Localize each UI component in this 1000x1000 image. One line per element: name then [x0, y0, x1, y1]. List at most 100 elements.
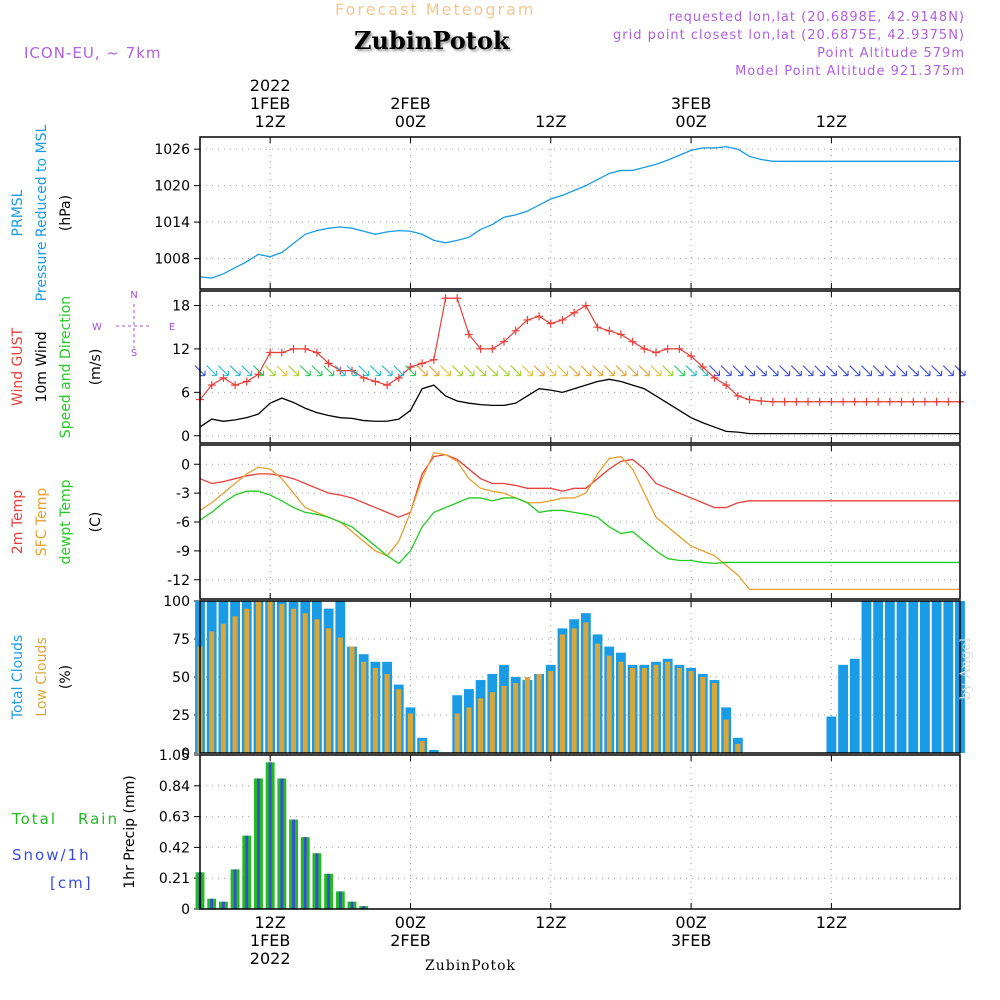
y-tick-label: -6 — [176, 515, 190, 531]
wind-direction-arrow — [206, 365, 218, 377]
wind-direction-arrow — [311, 365, 323, 377]
wind-direction-arrow — [615, 365, 627, 377]
y-axis-label: 2m Temp — [10, 490, 26, 554]
gust-marker — [242, 377, 251, 386]
gust-marker — [909, 397, 918, 406]
wind-direction-arrow — [837, 365, 849, 377]
wind-direction-arrow — [369, 365, 381, 377]
low-cloud-bar — [419, 740, 425, 753]
snow-bar — [362, 906, 366, 909]
snow-bar — [210, 898, 214, 909]
gust-marker — [827, 397, 836, 406]
wind-direction-arrow — [720, 365, 732, 377]
snow-bar — [257, 778, 260, 909]
y-tick-label: 1014 — [154, 215, 190, 231]
compass-rose: N S E W — [92, 290, 175, 359]
y-axis-label: (m/s) — [88, 349, 104, 386]
y-tick-label: 1008 — [154, 252, 190, 268]
closest-coords: grid point closest lon,lat (20.6875E, 42… — [613, 28, 965, 43]
gust-marker — [768, 397, 777, 406]
gust-marker — [745, 395, 754, 404]
gust-marker — [628, 337, 637, 346]
compass-east: E — [169, 322, 175, 333]
wind-direction-arrow — [276, 365, 288, 377]
wind-direction-arrow — [416, 365, 428, 377]
gust-marker — [581, 301, 590, 310]
low-cloud-bar — [478, 698, 484, 753]
low-cloud-bar — [641, 667, 647, 753]
wind-direction-arrow — [907, 365, 919, 377]
wind-direction-arrow — [405, 365, 417, 377]
total-cloud-bar — [873, 601, 884, 753]
y-tick-label: 0 — [181, 746, 190, 762]
compass-south: S — [131, 348, 137, 359]
wind-direction-arrow — [662, 365, 674, 377]
y-tick-label: 1020 — [154, 179, 190, 195]
y-tick-label: 0.42 — [159, 840, 190, 856]
wind-direction-arrow — [498, 365, 510, 377]
wind-direction-arrow — [755, 365, 767, 377]
snow-bar — [221, 901, 225, 909]
y-tick-label: 0 — [181, 457, 190, 473]
low-cloud-bar — [571, 628, 577, 753]
gust-marker — [722, 381, 731, 390]
requested-coords: requested lon,lat (20.6898E, 42.9148N) — [668, 10, 965, 25]
gust-marker — [464, 330, 473, 339]
low-cloud-bar — [606, 655, 612, 753]
wind-direction-arrow — [896, 365, 908, 377]
low-cloud-bar — [244, 608, 250, 753]
snow-bar — [245, 835, 249, 909]
wind-direction-arrow — [334, 365, 346, 377]
y-tick-label: 25 — [172, 708, 190, 724]
y-tick-label: 12 — [172, 342, 190, 358]
wind-direction-arrow — [510, 365, 522, 377]
low-cloud-bar — [665, 661, 671, 753]
model-label: ICON-EU, ~ 7km — [24, 44, 162, 62]
gust-marker — [488, 344, 497, 353]
wind-direction-arrow — [650, 365, 662, 377]
wind-direction-arrow — [463, 365, 475, 377]
gust-marker — [839, 397, 848, 406]
y-axis-label: (%) — [58, 665, 74, 689]
y-axis-label: dewpt Temp — [58, 479, 74, 564]
y-tick-label: 75 — [172, 632, 190, 648]
bottom-axis-label: 1FEB — [250, 931, 290, 950]
wind-direction-arrow — [253, 365, 265, 377]
y-tick-label: 50 — [172, 670, 190, 686]
y-axis-label: Speed and Direction — [58, 296, 74, 438]
gust-marker — [593, 323, 602, 332]
wind-direction-arrow — [428, 365, 440, 377]
total-cloud-bar — [849, 658, 860, 753]
gust-marker — [500, 337, 508, 346]
wind-direction-arrow — [673, 365, 685, 377]
low-cloud-bar — [700, 677, 706, 753]
low-cloud-bar — [361, 661, 367, 753]
gust-marker — [944, 397, 953, 406]
gust-marker — [476, 344, 485, 353]
y-tick-label: -9 — [176, 544, 190, 560]
low-cloud-bar — [255, 601, 262, 753]
gust-marker — [289, 344, 298, 353]
low-cloud-bar — [559, 634, 566, 753]
snow-bar — [292, 819, 295, 909]
wind-direction-arrow — [697, 365, 709, 377]
total-cloud-bar — [908, 601, 919, 753]
wind-direction-arrow — [381, 365, 393, 377]
panel-frame — [199, 136, 961, 290]
gust-marker — [441, 294, 450, 303]
gust-marker — [605, 326, 614, 335]
top-axis-hour: 12Z — [816, 112, 847, 131]
gust-marker — [523, 315, 532, 324]
low-cloud-bar — [723, 719, 729, 753]
precip-legend-rain: Rain — [78, 810, 119, 828]
y-axis-label: Wind GUST — [10, 327, 26, 406]
low-cloud-bar — [594, 643, 601, 753]
wind-direction-arrow — [521, 365, 533, 377]
panel-wind: 0 6 12 18 Wind GUST 10m Wind Speed and Directi… — [10, 290, 966, 445]
snow-bar — [350, 901, 354, 909]
model-altitude: Model Point Altitude 921.375m — [735, 64, 965, 79]
low-cloud-bar — [314, 619, 320, 753]
y-tick-label: -3 — [176, 486, 190, 502]
low-cloud-bar — [372, 667, 378, 753]
